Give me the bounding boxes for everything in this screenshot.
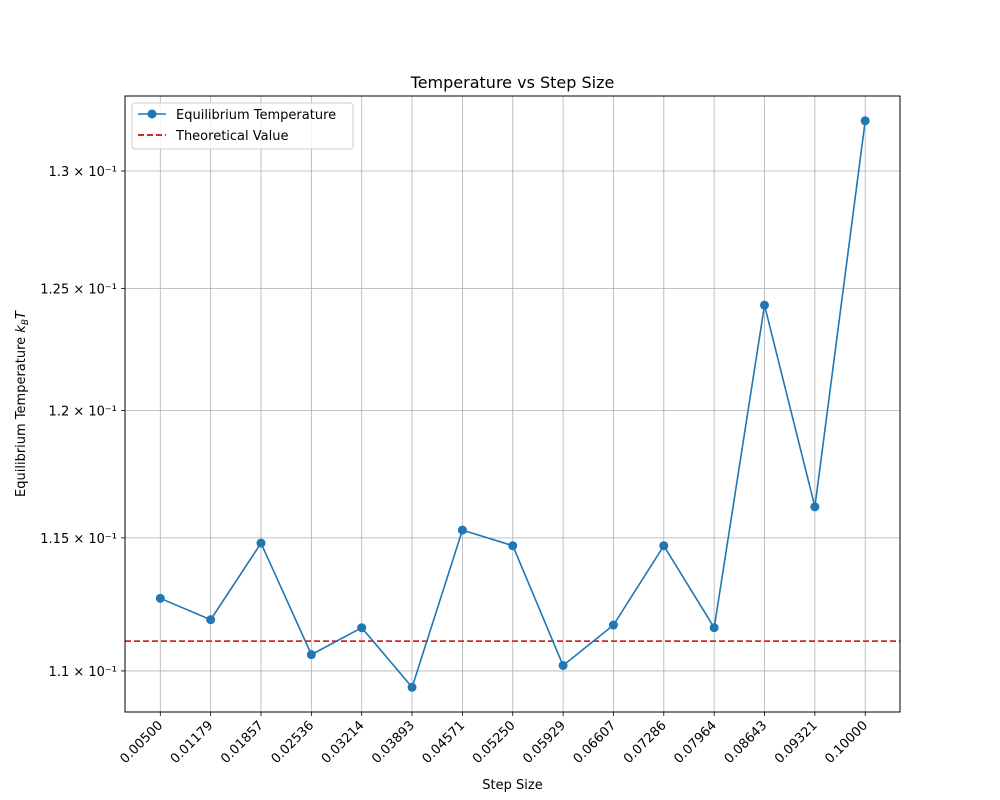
equilibrium-temperature-point	[155, 593, 165, 603]
equilibrium-temperature-point	[608, 620, 618, 630]
legend-box	[131, 102, 354, 150]
y-tick-label: 1.1 × 10⁻¹	[49, 665, 117, 680]
equilibrium-temperature-point	[457, 525, 467, 535]
y-tick-label: 1.25 × 10⁻¹	[40, 282, 117, 297]
equilibrium-temperature-point	[256, 538, 266, 548]
y-tick-label: 1.2 × 10⁻¹	[49, 405, 117, 420]
chart-title: Temperature vs Step Size	[410, 73, 615, 92]
legend-label-equilibrium: Equilibrium Temperature	[176, 108, 336, 123]
series	[155, 116, 870, 692]
equilibrium-temperature-point	[558, 660, 568, 670]
x-axis-title: Step Size	[482, 778, 542, 793]
equilibrium-temperature-point	[659, 541, 669, 551]
equilibrium-temperature-point	[407, 682, 417, 692]
equilibrium-temperature-point	[357, 623, 367, 633]
y-axis-ticks: 1.1 × 10⁻¹ 1.15 × 10⁻¹ 1.2 × 10⁻¹ 1.25 × 10…	[40, 165, 125, 680]
equilibrium-temperature-point	[206, 615, 216, 625]
y-tick-label: 1.15 × 10⁻¹	[40, 532, 117, 547]
y-axis-title: Equilibrium Temperature kBT	[14, 310, 31, 497]
grid	[125, 96, 900, 712]
equilibrium-temperature-point	[709, 623, 719, 633]
equilibrium-temperature-point	[810, 502, 820, 512]
legend: Equilibrium Temperature Theoretical Valu…	[131, 102, 354, 150]
equilibrium-temperature-point	[860, 116, 870, 126]
equilibrium-temperature-point	[508, 541, 518, 551]
y-tick-label: 1.3 × 10⁻¹	[49, 165, 117, 180]
legend-marker-equilibrium	[147, 109, 157, 119]
equilibrium-temperature-point	[306, 650, 316, 660]
equilibrium-temperature-point	[760, 300, 769, 310]
legend-label-theoretical: Theoretical Value	[175, 129, 288, 144]
